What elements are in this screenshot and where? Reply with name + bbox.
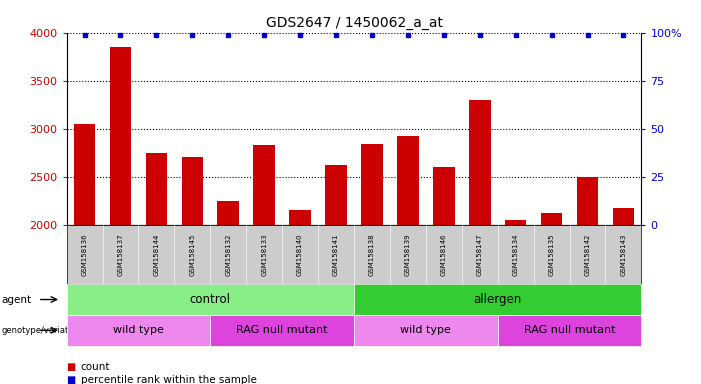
Text: allergen: allergen xyxy=(474,293,522,306)
Text: GSM158141: GSM158141 xyxy=(333,233,339,276)
Bar xyxy=(325,165,347,384)
Bar xyxy=(469,100,491,384)
Bar xyxy=(577,177,599,384)
Bar xyxy=(254,145,275,384)
Text: ■: ■ xyxy=(67,375,76,384)
Bar xyxy=(541,213,562,384)
Text: RAG null mutant: RAG null mutant xyxy=(524,325,615,335)
Bar xyxy=(109,47,131,384)
Bar xyxy=(505,220,526,384)
Bar xyxy=(182,157,203,384)
Text: genotype/variation: genotype/variation xyxy=(1,326,81,335)
Text: count: count xyxy=(81,362,110,372)
Text: wild type: wild type xyxy=(400,325,451,335)
Text: GSM158145: GSM158145 xyxy=(189,233,196,276)
Bar xyxy=(397,136,418,384)
Text: control: control xyxy=(190,293,231,306)
Bar xyxy=(146,153,168,384)
Bar xyxy=(361,144,383,384)
Bar xyxy=(290,210,311,384)
Text: GSM158134: GSM158134 xyxy=(512,233,519,276)
Text: GSM158142: GSM158142 xyxy=(585,233,590,276)
Bar xyxy=(433,167,455,384)
Bar xyxy=(613,209,634,384)
Bar xyxy=(74,124,95,384)
Text: GSM158140: GSM158140 xyxy=(297,233,303,276)
Text: GSM158133: GSM158133 xyxy=(261,233,267,276)
Text: GSM158139: GSM158139 xyxy=(405,233,411,276)
Text: GSM158137: GSM158137 xyxy=(118,233,123,276)
Text: agent: agent xyxy=(1,295,32,305)
Text: percentile rank within the sample: percentile rank within the sample xyxy=(81,375,257,384)
Text: GSM158143: GSM158143 xyxy=(620,233,627,276)
Text: GSM158146: GSM158146 xyxy=(441,233,447,276)
Text: GSM158136: GSM158136 xyxy=(81,233,88,276)
Text: ■: ■ xyxy=(67,362,76,372)
Text: GSM158135: GSM158135 xyxy=(549,233,554,276)
Text: GSM158147: GSM158147 xyxy=(477,233,483,276)
Title: GDS2647 / 1450062_a_at: GDS2647 / 1450062_a_at xyxy=(266,16,442,30)
Bar xyxy=(217,201,239,384)
Text: wild type: wild type xyxy=(113,325,164,335)
Text: GSM158132: GSM158132 xyxy=(225,233,231,276)
Text: RAG null mutant: RAG null mutant xyxy=(236,325,328,335)
Text: GSM158144: GSM158144 xyxy=(154,233,159,276)
Text: GSM158138: GSM158138 xyxy=(369,233,375,276)
